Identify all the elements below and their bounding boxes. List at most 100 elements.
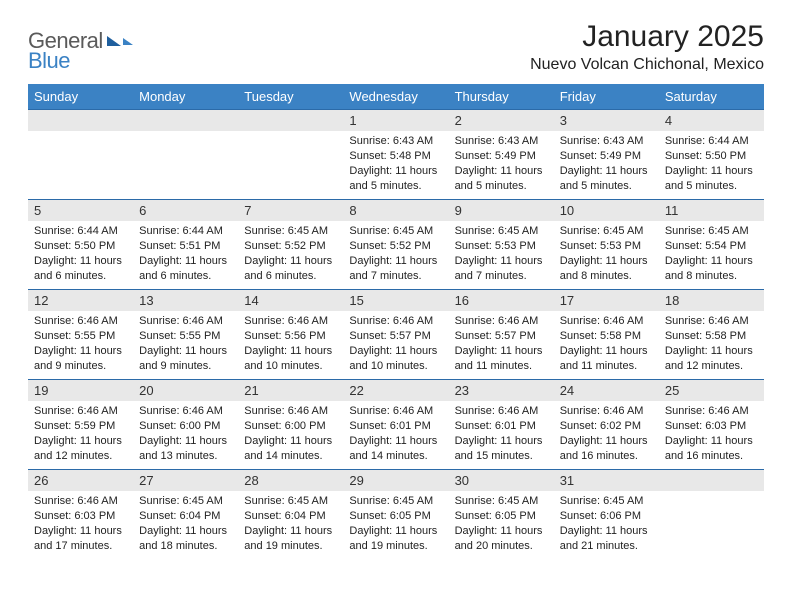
- day-number: 12: [28, 290, 133, 311]
- sunset-text: Sunset: 6:00 PM: [244, 419, 337, 434]
- day-number-bar: [238, 110, 343, 131]
- day-number: 4: [659, 110, 764, 131]
- daylight-text: Daylight: 11 hours and 8 minutes.: [665, 254, 758, 284]
- sunrise-text: Sunrise: 6:45 AM: [560, 224, 653, 239]
- day-detail: Sunrise: 6:46 AMSunset: 5:57 PMDaylight:…: [343, 311, 448, 377]
- day-detail: Sunrise: 6:46 AMSunset: 5:55 PMDaylight:…: [133, 311, 238, 377]
- dow-thursday: Thursday: [449, 84, 554, 110]
- sunrise-text: Sunrise: 6:45 AM: [455, 494, 548, 509]
- week-row: 19Sunrise: 6:46 AMSunset: 5:59 PMDayligh…: [28, 380, 764, 470]
- sunrise-text: Sunrise: 6:46 AM: [455, 314, 548, 329]
- sunrise-text: Sunrise: 6:44 AM: [34, 224, 127, 239]
- sunrise-text: Sunrise: 6:45 AM: [349, 494, 442, 509]
- day-detail: Sunrise: 6:45 AMSunset: 5:53 PMDaylight:…: [554, 221, 659, 287]
- daylight-text: Daylight: 11 hours and 14 minutes.: [349, 434, 442, 464]
- day-detail: Sunrise: 6:43 AMSunset: 5:49 PMDaylight:…: [449, 131, 554, 197]
- sunrise-text: Sunrise: 6:45 AM: [349, 224, 442, 239]
- sunset-text: Sunset: 5:49 PM: [455, 149, 548, 164]
- day-cell: 26Sunrise: 6:46 AMSunset: 6:03 PMDayligh…: [28, 470, 133, 560]
- day-detail: Sunrise: 6:46 AMSunset: 5:56 PMDaylight:…: [238, 311, 343, 377]
- logo-triangle-icon: [107, 36, 121, 46]
- day-detail: Sunrise: 6:45 AMSunset: 6:05 PMDaylight:…: [343, 491, 448, 557]
- day-number: 22: [343, 380, 448, 401]
- day-cell: [238, 110, 343, 200]
- daylight-text: Daylight: 11 hours and 19 minutes.: [244, 524, 337, 554]
- day-number: 9: [449, 200, 554, 221]
- sunset-text: Sunset: 5:54 PM: [665, 239, 758, 254]
- daylight-text: Daylight: 11 hours and 5 minutes.: [665, 164, 758, 194]
- sunrise-text: Sunrise: 6:46 AM: [560, 314, 653, 329]
- sunrise-text: Sunrise: 6:43 AM: [455, 134, 548, 149]
- day-cell: 16Sunrise: 6:46 AMSunset: 5:57 PMDayligh…: [449, 290, 554, 380]
- sunset-text: Sunset: 5:50 PM: [665, 149, 758, 164]
- day-of-week-row: Sunday Monday Tuesday Wednesday Thursday…: [28, 84, 764, 110]
- day-detail: Sunrise: 6:44 AMSunset: 5:51 PMDaylight:…: [133, 221, 238, 287]
- sunrise-text: Sunrise: 6:46 AM: [34, 314, 127, 329]
- sunset-text: Sunset: 6:05 PM: [455, 509, 548, 524]
- sunrise-text: Sunrise: 6:43 AM: [560, 134, 653, 149]
- day-detail: Sunrise: 6:44 AMSunset: 5:50 PMDaylight:…: [659, 131, 764, 197]
- sunrise-text: Sunrise: 6:45 AM: [139, 494, 232, 509]
- day-cell: 29Sunrise: 6:45 AMSunset: 6:05 PMDayligh…: [343, 470, 448, 560]
- day-cell: 13Sunrise: 6:46 AMSunset: 5:55 PMDayligh…: [133, 290, 238, 380]
- day-number: 13: [133, 290, 238, 311]
- week-row: 5 Sunrise: 6:44 AMSunset: 5:50 PM Daylight…: [28, 200, 764, 290]
- day-number: 24: [554, 380, 659, 401]
- sunset-text: Sunset: 5:50 PM: [34, 239, 127, 254]
- week-row: 1Sunrise: 6:43 AMSunset: 5:48 PMDaylight…: [28, 110, 764, 200]
- sunrise-text: Sunrise: 6:45 AM: [560, 494, 653, 509]
- day-number: 19: [28, 380, 133, 401]
- day-number: 5: [28, 200, 133, 221]
- day-number: 25: [659, 380, 764, 401]
- day-cell: 3Sunrise: 6:43 AMSunset: 5:49 PMDaylight…: [554, 110, 659, 200]
- sunset-text: Sunset: 6:03 PM: [665, 419, 758, 434]
- sunset-text: Sunset: 5:48 PM: [349, 149, 442, 164]
- sunset-text: Sunset: 5:58 PM: [560, 329, 653, 344]
- day-number: 6: [133, 200, 238, 221]
- day-detail: Sunrise: 6:46 AMSunset: 5:58 PMDaylight:…: [659, 311, 764, 377]
- sunset-text: Sunset: 6:04 PM: [244, 509, 337, 524]
- day-number: 14: [238, 290, 343, 311]
- sunrise-text: Sunrise: 6:46 AM: [349, 404, 442, 419]
- day-cell: 2Sunrise: 6:43 AMSunset: 5:49 PMDaylight…: [449, 110, 554, 200]
- daylight-text: Daylight: 11 hours and 12 minutes.: [665, 344, 758, 374]
- daylight-text: Daylight: 11 hours and 13 minutes.: [139, 434, 232, 464]
- day-detail: Sunrise: 6:46 AMSunset: 6:00 PMDaylight:…: [238, 401, 343, 467]
- day-detail: Sunrise: 6:46 AMSunset: 6:03 PMDaylight:…: [659, 401, 764, 467]
- day-cell: [133, 110, 238, 200]
- day-detail: Sunrise: 6:45 AMSunset: 6:04 PMDaylight:…: [238, 491, 343, 557]
- day-number-bar: [133, 110, 238, 131]
- daylight-text: Daylight: 11 hours and 6 minutes.: [244, 254, 337, 284]
- logo-blue-wrap: Blue: [28, 48, 70, 74]
- day-detail: Sunrise: 6:45 AMSunset: 5:53 PMDaylight:…: [449, 221, 554, 287]
- day-number-bar: [659, 470, 764, 491]
- location-label: Nuevo Volcan Chichonal, Mexico: [530, 56, 764, 74]
- logo-triangle2-icon: [123, 38, 133, 45]
- day-cell: 28Sunrise: 6:45 AMSunset: 6:04 PMDayligh…: [238, 470, 343, 560]
- sunset-text: Sunset: 6:01 PM: [349, 419, 442, 434]
- day-number: 1: [343, 110, 448, 131]
- day-cell: 31Sunrise: 6:45 AMSunset: 6:06 PMDayligh…: [554, 470, 659, 560]
- day-cell: 20Sunrise: 6:46 AMSunset: 6:00 PMDayligh…: [133, 380, 238, 470]
- sunrise-text: Sunrise: 6:45 AM: [455, 224, 548, 239]
- sunset-text: Sunset: 5:57 PM: [455, 329, 548, 344]
- day-cell: 30Sunrise: 6:45 AMSunset: 6:05 PMDayligh…: [449, 470, 554, 560]
- day-cell: 17Sunrise: 6:46 AMSunset: 5:58 PMDayligh…: [554, 290, 659, 380]
- sunset-text: Sunset: 5:51 PM: [139, 239, 232, 254]
- day-cell: 8Sunrise: 6:45 AMSunset: 5:52 PMDaylight…: [343, 200, 448, 290]
- day-detail: Sunrise: 6:46 AMSunset: 5:58 PMDaylight:…: [554, 311, 659, 377]
- daylight-text: Daylight: 11 hours and 15 minutes.: [455, 434, 548, 464]
- daylight-text: Daylight: 11 hours and 19 minutes.: [349, 524, 442, 554]
- calendar-table: Sunday Monday Tuesday Wednesday Thursday…: [28, 84, 764, 560]
- dow-tuesday: Tuesday: [238, 84, 343, 110]
- day-detail: Sunrise: 6:45 AMSunset: 6:04 PMDaylight:…: [133, 491, 238, 557]
- day-number: 21: [238, 380, 343, 401]
- day-number: 7: [238, 200, 343, 221]
- day-detail: Sunrise: 6:45 AMSunset: 5:52 PMDaylight:…: [343, 221, 448, 287]
- sunrise-text: Sunrise: 6:46 AM: [244, 314, 337, 329]
- sunrise-text: Sunrise: 6:43 AM: [349, 134, 442, 149]
- day-cell: 19Sunrise: 6:46 AMSunset: 5:59 PMDayligh…: [28, 380, 133, 470]
- day-detail: Sunrise: 6:45 AMSunset: 5:54 PMDaylight:…: [659, 221, 764, 287]
- day-cell: 24Sunrise: 6:46 AMSunset: 6:02 PMDayligh…: [554, 380, 659, 470]
- sunrise-text: Sunrise: 6:44 AM: [665, 134, 758, 149]
